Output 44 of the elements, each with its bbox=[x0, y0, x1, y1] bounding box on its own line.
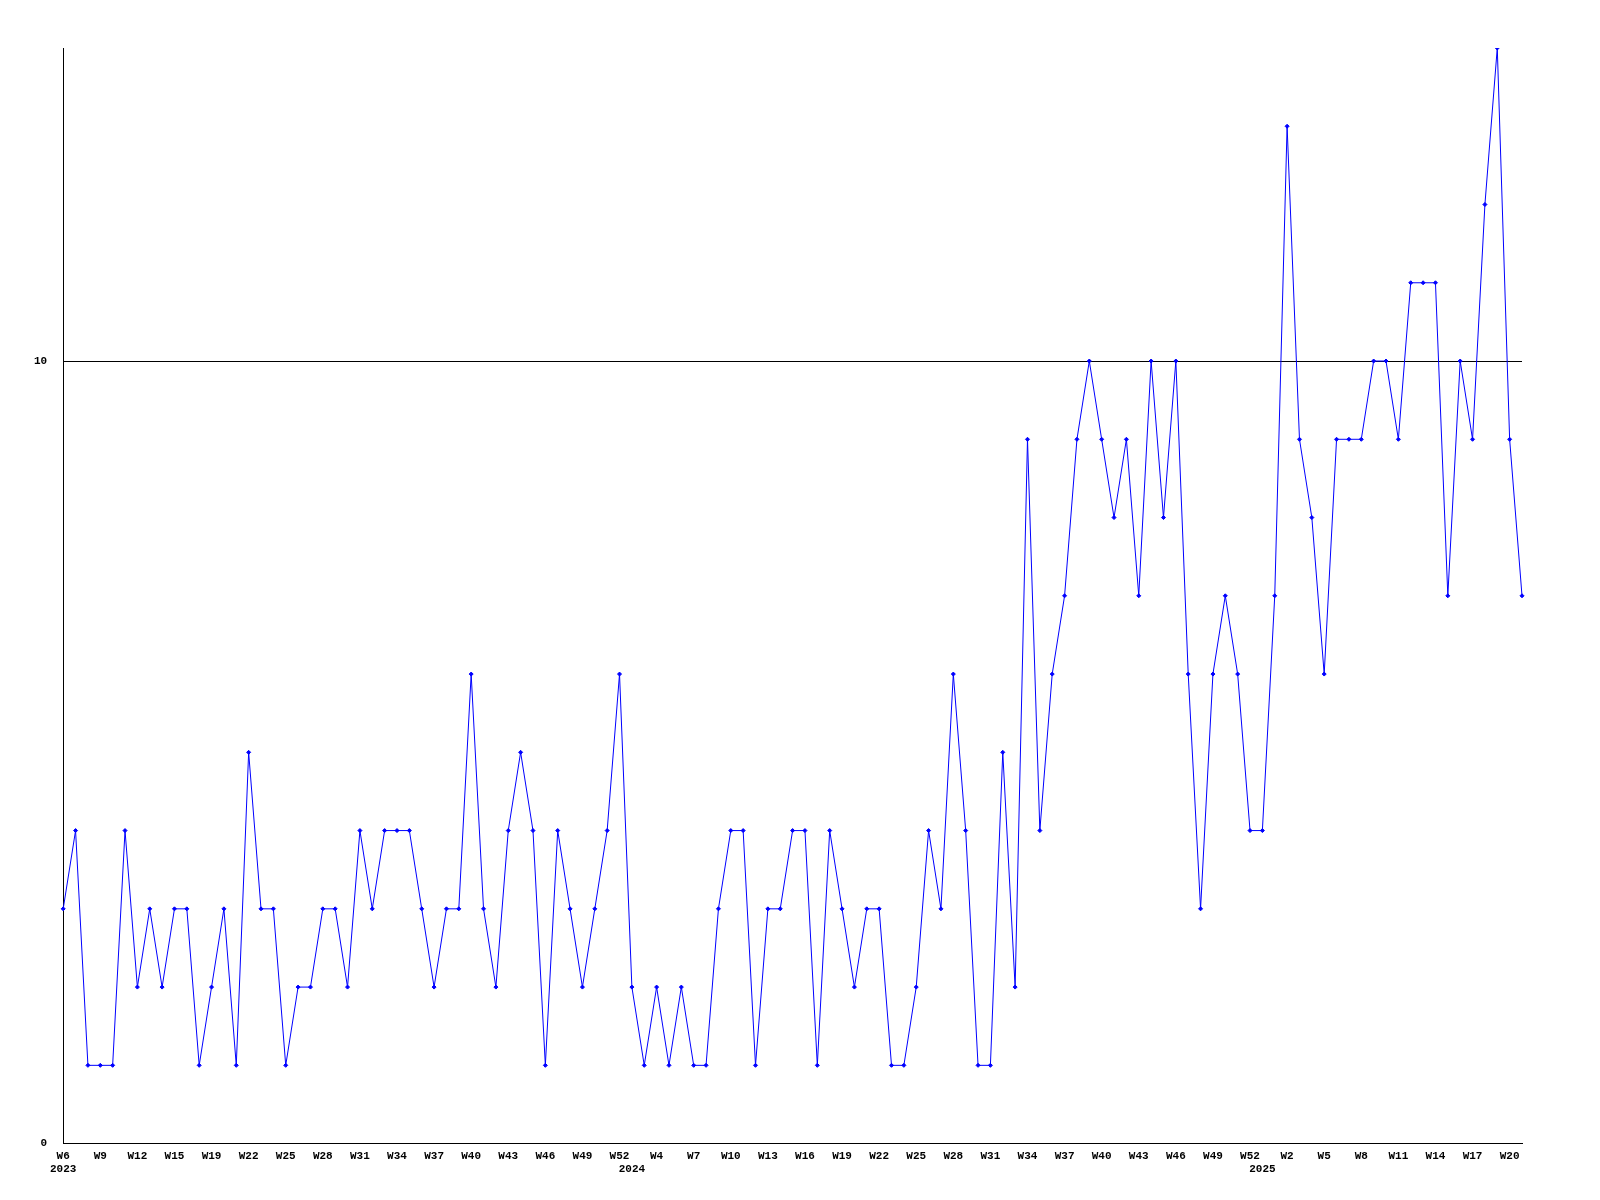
x-tick-label: W11 bbox=[1388, 1149, 1409, 1162]
x-tick-label: W5 bbox=[1317, 1149, 1332, 1162]
x-tick-label: W37 bbox=[1054, 1149, 1075, 1162]
x-tick-label: W31 bbox=[980, 1149, 1001, 1162]
x-tick-label: W7 bbox=[687, 1149, 701, 1162]
x-tick-label: W8 bbox=[1354, 1149, 1369, 1162]
x-tick-label: W17 bbox=[1462, 1149, 1483, 1162]
y-tick-label: 10 bbox=[34, 354, 48, 367]
x-tick-label: W20 bbox=[1499, 1149, 1520, 1162]
x-tick-label: W22 bbox=[238, 1149, 259, 1162]
x-tick-label: W31 bbox=[350, 1149, 371, 1162]
x-tick-label: W28 bbox=[312, 1149, 334, 1162]
x-tick-label: W28 bbox=[943, 1149, 964, 1162]
x-tick-label: W4 bbox=[650, 1149, 664, 1162]
x-tick-label: W15 bbox=[164, 1149, 185, 1162]
x-tick-label: W46 bbox=[535, 1149, 556, 1162]
x-tick-label: W14 bbox=[1425, 1149, 1446, 1162]
x-tick-label: W46 bbox=[1165, 1149, 1186, 1162]
x-tick-label: W43 bbox=[1128, 1149, 1150, 1162]
x-tick-label: W19 bbox=[201, 1149, 222, 1162]
x-tick-label: W43 bbox=[498, 1149, 519, 1162]
x-tick-label: W34 bbox=[1017, 1149, 1038, 1162]
x-tick-label: W40 bbox=[461, 1149, 482, 1162]
x-tick-label: W49 bbox=[572, 1149, 593, 1162]
x-tick-label: W52 bbox=[1240, 1149, 1260, 1162]
x-tick-label: W10 bbox=[720, 1149, 741, 1162]
x-tick-label: W40 bbox=[1091, 1149, 1112, 1162]
x-tick-label: W25 bbox=[906, 1149, 927, 1162]
x-tick-label: W49 bbox=[1203, 1149, 1223, 1162]
x-tick-label: W16 bbox=[795, 1149, 815, 1162]
x-tick-label: W22 bbox=[869, 1149, 890, 1162]
x-tick-label: W6 2023 bbox=[50, 1149, 77, 1176]
x-tick-label: W25 bbox=[275, 1149, 297, 1162]
x-tick-label: W19 bbox=[832, 1149, 852, 1162]
x-tick-label: W13 bbox=[757, 1149, 779, 1162]
x-tick-label: W9 bbox=[93, 1149, 107, 1162]
x-tick-label: W2 bbox=[1280, 1149, 1294, 1162]
x-tick-label: 2025 bbox=[1249, 1163, 1276, 1176]
x-tick-label: 2024 bbox=[618, 1163, 646, 1176]
x-tick-label: W12 bbox=[127, 1149, 148, 1162]
x-tick-label: W37 bbox=[424, 1149, 444, 1162]
x-tick-label: W34 bbox=[387, 1149, 408, 1162]
y-tick-label: 0 bbox=[40, 1137, 48, 1150]
x-tick-label: W52 bbox=[609, 1149, 630, 1162]
